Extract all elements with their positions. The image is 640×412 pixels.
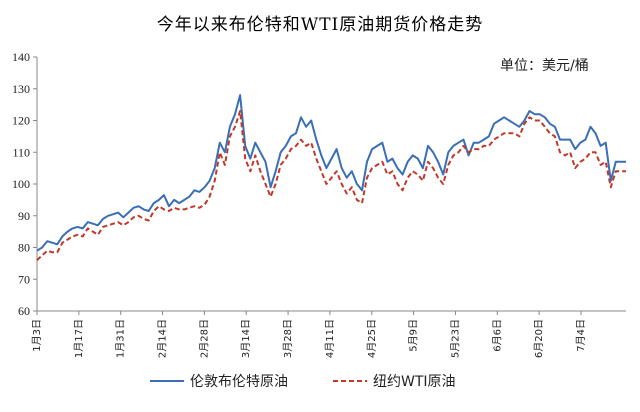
x-tick-label: 3月28日 [282,319,294,358]
x-tick-label: 1月31日 [115,319,127,358]
x-tick-label: 6月6日 [491,319,503,352]
x-tick-label: 4月11日 [324,319,336,358]
y-tick-label: 100 [12,177,30,191]
x-tick-label: 5月9日 [408,319,420,352]
y-tick-label: 90 [18,209,30,223]
x-tick-label: 1月3日 [31,319,43,352]
series-line-wti [36,110,626,261]
y-tick-label: 120 [12,114,30,128]
x-tick-label: 3月14日 [240,319,252,358]
legend-label-brent: 伦敦布伦特原油 [190,374,288,390]
unit-label: 单位：美元/桶 [500,58,589,74]
chart-title: 今年以来布伦特和WTI原油期货价格走势 [156,15,484,35]
y-tick-label: 60 [18,304,30,318]
x-tick-label: 4月25日 [366,319,378,358]
y-tick-label: 140 [12,50,30,64]
x-tick-label: 5月23日 [449,319,461,358]
y-tick-label: 130 [12,82,30,96]
series-line-brent [36,94,626,252]
x-tick-label: 2月28日 [198,319,210,358]
x-tick-label: 2月14日 [157,319,169,358]
y-tick-label: 110 [12,145,30,159]
legend-label-wti: 纽约WTI原油 [373,374,456,390]
y-tick-label: 70 [18,272,30,286]
x-tick-label: 7月4日 [575,319,587,352]
x-tick-label: 6月20日 [533,319,545,358]
y-tick-label: 80 [18,241,30,255]
x-tick-label: 1月17日 [73,319,85,358]
